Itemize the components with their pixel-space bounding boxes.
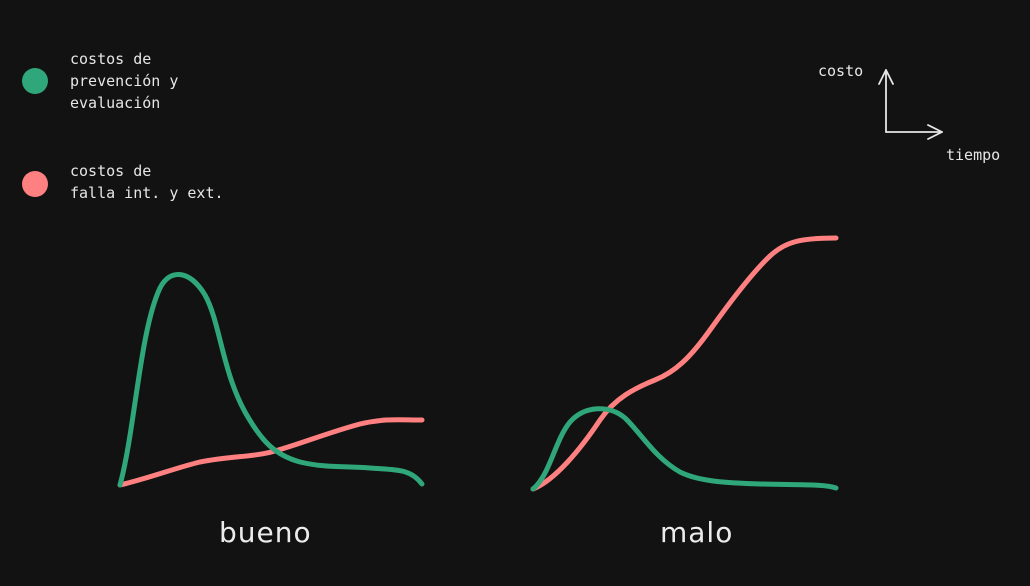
axes-key (878, 69, 943, 140)
legend-dot-prevention (22, 68, 48, 94)
legend-label-prevention: costos de prevención y evaluación (70, 50, 179, 112)
panel-label-bueno: bueno (219, 516, 312, 549)
panel-bueno (117, 271, 425, 488)
malo-prevention-curve (530, 406, 839, 492)
panel-label-malo: malo (660, 516, 734, 549)
y-axis-label: costo (818, 62, 864, 80)
x-axis-arrowhead (927, 124, 943, 140)
legend-dot-failure (22, 171, 48, 197)
bueno-failure-curve (117, 417, 425, 488)
bueno-prevention-curve (117, 271, 425, 488)
malo-failure-curve (530, 235, 839, 492)
x-axis-label: tiempo (946, 146, 1001, 164)
panel-malo (530, 235, 839, 492)
y-axis-arrowhead (878, 69, 894, 85)
legend-label-failure: costos de falla int. y ext. (70, 162, 224, 202)
